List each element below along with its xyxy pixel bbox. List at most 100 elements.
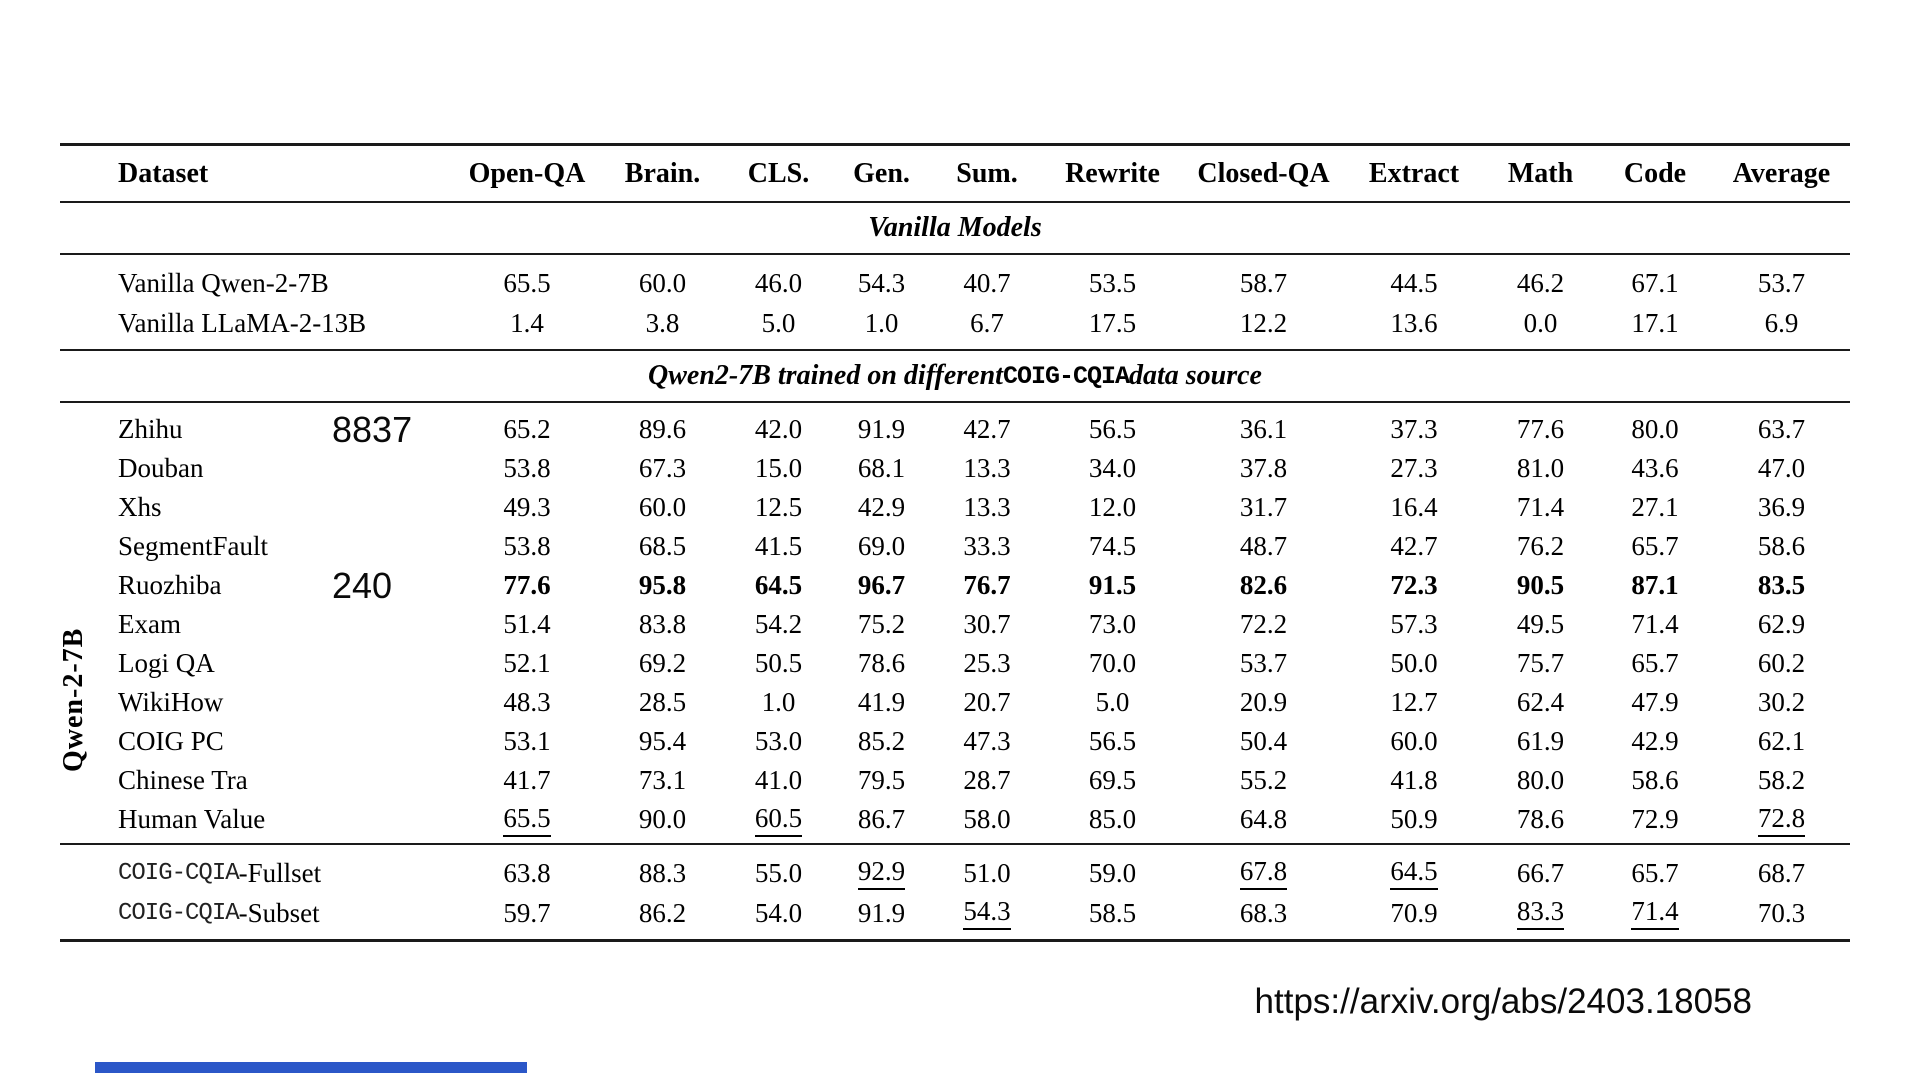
metric-value: 73.1 <box>638 765 687 795</box>
table-row: Xhs 49.3 60.0 12.5 42.9 13.3 12.0 31.7 16.4 71.4 2… <box>60 488 1850 527</box>
table-row: WikiHow 48.3 28.5 1.0 41.9 20.7 5.0 20.9 12.7 62.… <box>60 683 1850 722</box>
count-annotation: 240 <box>332 564 393 606</box>
table-row: Exam 51.4 83.8 54.2 75.2 30.7 73.0 72.2 57.3 49.5… <box>60 605 1850 644</box>
row-label-text: -Fullset <box>238 857 322 888</box>
metric-value: 64.5 <box>1390 856 1438 890</box>
metric-cell: 60.0 <box>599 263 726 303</box>
row-label: SegmentFault <box>60 527 455 566</box>
metric-value: 20.9 <box>1239 687 1288 717</box>
metric-cell: 55.0 <box>726 853 831 893</box>
metric-value: 42.7 <box>963 414 1011 444</box>
metric-cell: 41.8 <box>1344 761 1484 800</box>
metric-value: 5.0 <box>761 307 796 338</box>
metric-cell: 53.0 <box>726 722 831 761</box>
metric-cell: 77.6 <box>455 566 599 605</box>
column-header: Closed-QA <box>1197 157 1330 189</box>
metric-value: 64.5 <box>754 570 803 600</box>
metric-cell: 47.9 <box>1597 683 1713 722</box>
metric-value: 0.0 <box>1523 307 1558 338</box>
table-row: Ruozhiba 240 77.6 95.8 64.5 96.7 76.7 91.5 82.6 7… <box>60 564 1850 606</box>
metric-value: 13.6 <box>1390 307 1438 338</box>
metric-value: 70.9 <box>1390 897 1438 928</box>
metric-value: 50.5 <box>754 648 803 678</box>
row-label: WikiHow <box>60 683 455 722</box>
metric-value: 13.3 <box>963 492 1011 522</box>
metric-cell: 69.0 <box>831 527 932 566</box>
metric-cell: 56.5 <box>1042 410 1183 449</box>
metric-cell: 56.5 <box>1042 722 1183 761</box>
metric-value: 90.0 <box>638 804 687 834</box>
metric-value: 80.0 <box>1631 414 1679 444</box>
metric-value: 37.8 <box>1239 453 1288 483</box>
metric-cell: 70.3 <box>1713 893 1850 933</box>
metric-value: 70.3 <box>1757 897 1806 928</box>
metric-cell: 54.2 <box>726 605 831 644</box>
table-rule <box>60 401 1850 403</box>
metric-value: 48.7 <box>1239 531 1288 561</box>
metric-cell: 73.0 <box>1042 605 1183 644</box>
metric-cell: 6.7 <box>932 303 1042 343</box>
row-label-text: Chinese Tra <box>118 765 248 795</box>
metric-cell: 53.5 <box>1042 263 1183 303</box>
metric-value: 43.6 <box>1631 453 1679 483</box>
row-label: COIG-CQIA -Subset <box>60 893 455 933</box>
metric-cell: 57.3 <box>1344 605 1484 644</box>
metric-cell: 83.5 <box>1713 566 1850 605</box>
metric-value: 69.0 <box>857 531 906 561</box>
table-row: Vanilla LLaMA-2-13B 1.4 3.8 5.0 1.0 6.7 17.5 12… <box>60 303 1850 343</box>
metric-cell: 62.1 <box>1713 722 1850 761</box>
metric-value: 28.5 <box>638 687 687 717</box>
metric-value: 76.7 <box>963 570 1011 600</box>
metric-cell: 50.4 <box>1183 722 1344 761</box>
metric-value: 54.3 <box>963 896 1011 930</box>
metric-value: 58.6 <box>1631 765 1679 795</box>
metric-value: 68.5 <box>638 531 687 561</box>
metric-value: 36.9 <box>1757 492 1806 522</box>
metric-value: 68.1 <box>857 453 906 483</box>
metric-cell: 36.9 <box>1713 488 1850 527</box>
metric-value: 54.3 <box>857 267 906 298</box>
metric-value: 12.2 <box>1239 307 1288 338</box>
metric-value: 47.0 <box>1757 453 1806 483</box>
metric-cell: 63.8 <box>455 853 599 893</box>
metric-value: 67.8 <box>1239 856 1288 890</box>
metric-value: 1.4 <box>510 307 544 338</box>
metric-cell: 41.5 <box>726 527 831 566</box>
metric-cell: 12.0 <box>1042 488 1183 527</box>
arxiv-url: https://arxiv.org/abs/2403.18058 <box>1254 982 1752 1021</box>
summary-rows-group: COIG-CQIA -Fullset 63.8 88.3 55.0 92.9 51.0 59.… <box>60 845 1850 939</box>
metric-value: 72.8 <box>1757 803 1806 837</box>
metric-cell: 28.7 <box>932 761 1042 800</box>
metric-cell: 46.0 <box>726 263 831 303</box>
metric-value: 83.8 <box>638 609 687 639</box>
metric-value: 73.0 <box>1088 609 1137 639</box>
metric-cell: 44.5 <box>1344 263 1484 303</box>
metric-cell: 5.0 <box>726 303 831 343</box>
metric-value: 78.6 <box>1516 804 1565 834</box>
row-label-text: Zhihu <box>118 414 183 444</box>
metric-value: 48.3 <box>503 687 551 717</box>
metric-cell: 0.0 <box>1484 303 1597 343</box>
metric-value: 69.5 <box>1088 765 1137 795</box>
metric-value: 53.0 <box>754 726 803 756</box>
metric-cell: 68.1 <box>831 449 932 488</box>
metric-cell: 13.3 <box>932 449 1042 488</box>
metric-value: 16.4 <box>1390 492 1438 522</box>
row-label-text: SegmentFault <box>118 531 268 561</box>
metric-cell: 42.0 <box>726 410 831 449</box>
row-label: Chinese Tra <box>60 761 455 800</box>
data-source-rows-group: Zhihu 8837 65.2 89.6 42.0 91.9 42.7 56.5 36.1 37.… <box>60 403 1850 843</box>
metric-value: 91.9 <box>857 897 906 928</box>
metric-cell: 70.9 <box>1344 893 1484 933</box>
row-label: COIG-CQIA -Fullset <box>60 853 455 893</box>
metric-cell: 68.7 <box>1713 853 1850 893</box>
column-header: Extract <box>1368 157 1460 189</box>
metric-cell: 59.7 <box>455 893 599 933</box>
metric-value: 58.2 <box>1757 765 1806 795</box>
column-header: Open-QA <box>468 157 586 189</box>
metric-value: 90.5 <box>1516 570 1565 600</box>
metric-value: 40.7 <box>963 267 1011 298</box>
metric-value: 20.7 <box>963 687 1011 717</box>
metric-value: 58.6 <box>1757 531 1806 561</box>
metric-value: 53.1 <box>503 726 551 756</box>
